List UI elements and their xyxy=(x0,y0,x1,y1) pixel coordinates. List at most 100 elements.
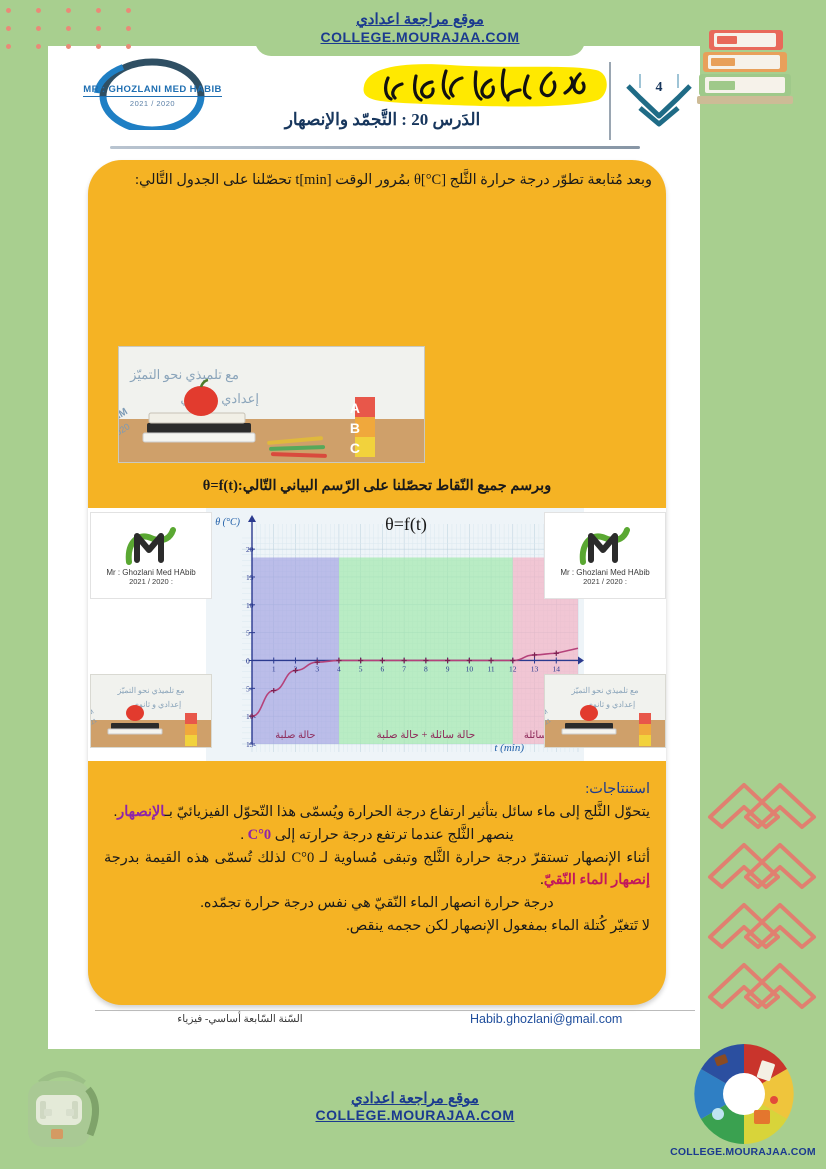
data-point-marker xyxy=(271,687,277,694)
conclusion-2-end: . xyxy=(240,827,244,844)
x-tick-label: 14 xyxy=(553,664,561,673)
data-point-marker xyxy=(510,657,516,664)
watermark-logo-name: Mr : Ghozlani Med HAbib xyxy=(106,567,196,577)
svg-text:B: B xyxy=(350,420,360,436)
data-point-marker xyxy=(488,657,494,664)
footer-divider xyxy=(95,1010,695,1011)
plot-regions xyxy=(252,557,578,744)
svg-text:GHM: GHM xyxy=(91,709,95,722)
conclusion-1-text: يتحوّل الثَّلج إلى ماء سائل بتأثير ارتفا… xyxy=(164,804,650,821)
site-banner-arabic: موقع مراجعة اعدادي xyxy=(356,11,484,29)
footer-email[interactable]: Habib.ghozlani@gmail.com xyxy=(470,1012,623,1026)
data-point-marker xyxy=(379,657,385,664)
data-point-marker xyxy=(314,659,320,665)
watermark-books-photo: GHM 2020 / 2021 مع تلميذي نحو التميّز إع… xyxy=(118,346,425,463)
x-tick-label: 9 xyxy=(446,664,450,673)
x-tick-label: 6 xyxy=(381,664,385,673)
backpack-icon xyxy=(10,1055,115,1160)
data-point-marker xyxy=(336,657,342,664)
logo-ring-icon xyxy=(94,58,205,130)
x-tick-label: 12 xyxy=(509,664,517,673)
graph-panel: Mr : Ghozlani Med HAbib : 2020 / 2021 Mr… xyxy=(88,508,666,761)
chevron-icon xyxy=(708,843,780,889)
watermark-books-right: مع تلميذي نحو التميّز إعدادي و ثانوي GHM… xyxy=(544,674,666,748)
chevron-decor-group xyxy=(702,765,826,1015)
conclusion-4: درجة حرارة انصهار الماء النّقيّ هي نفس د… xyxy=(200,895,554,912)
plot-tick-labels: 123456789101112131420151050-5-10-150 xyxy=(246,545,560,749)
x-tick-label: 3 xyxy=(315,664,319,673)
header-divider xyxy=(110,146,640,149)
site-banner-bottom[interactable]: موقع مراجعة اعدادي COLLEGE.MOURAJAA.COM xyxy=(265,1090,565,1123)
svg-text:A: A xyxy=(350,400,360,416)
data-point-marker xyxy=(249,713,255,719)
graph-caption: وبرسم جميع النّقاط تحصّلنا على الرّسم ال… xyxy=(202,478,552,494)
watermark-books-left: مع تلميذي نحو التميّز إعدادي و ثانوي GHM… xyxy=(90,674,212,748)
watermark-logo-year: : 2020 / 2021 xyxy=(129,576,173,586)
data-point-marker xyxy=(553,650,559,656)
footer-banner-arabic: موقع مراجعة اعدادي xyxy=(351,1090,479,1107)
data-point-marker xyxy=(466,657,472,664)
teacher-logo: MR : GHOZLANI MED HABIB 2020 / 2021 xyxy=(75,56,230,131)
intro-paragraph: وبعد مُتابعة تطوّر درجة حرارة الثَّلج θ[… xyxy=(134,172,652,188)
svg-text:GHM: GHM xyxy=(119,406,130,428)
watermark-logo-left: Mr : Ghozlani Med HAbib : 2020 / 2021 xyxy=(90,512,212,599)
header-vertical-rule xyxy=(609,62,611,140)
dot-pattern-decor xyxy=(0,0,140,60)
svg-text:مع تلميذي نحو التميّز: مع تلميذي نحو التميّز xyxy=(571,686,639,695)
plot-region-label: حالة صلبة xyxy=(275,730,315,741)
conclusion-3-text2: لذلك تُسمّى هذه القيمة بدرجة xyxy=(104,850,287,867)
conclusion-3-value: 0°C xyxy=(291,850,315,867)
chevron-icon xyxy=(744,843,816,889)
x-tick-label: 8 xyxy=(424,664,428,673)
x-tick-label: 13 xyxy=(531,664,539,673)
data-point-marker xyxy=(531,652,538,658)
watermark-logo-year: : 2020 / 2021 xyxy=(583,576,627,586)
chevron-icon xyxy=(708,783,780,829)
x-tick-label: 4 xyxy=(337,664,341,673)
page-number-badge: 4 xyxy=(620,68,698,130)
conclusion-3: أثناء الإنصهار تستقرّ درجة حرارة الثَّلج… xyxy=(104,847,650,891)
decor-band-right xyxy=(700,0,826,1049)
y-tick-label: -5 xyxy=(246,684,253,693)
conclusion-3-keyword: إنصهار الماء النّقيّ xyxy=(543,872,650,889)
stacked-books-icon xyxy=(695,22,805,114)
plot-region-label: حالة سائلة + حالة صلبة xyxy=(377,729,476,741)
svg-text:مع تلميذي نحو التميّز: مع تلميذي نحو التميّز xyxy=(129,367,239,383)
conclusions-block: استنتاجات: يتحوّل الثَّلج إلى ماء سائل ب… xyxy=(104,778,650,938)
conclusion-5: لا تَتغيّر كُتلة الماء بمفعول الإنصهار ل… xyxy=(346,918,650,935)
m-logo-icon xyxy=(579,526,630,565)
plot-region xyxy=(252,557,339,744)
logo-teacher-name: MR : GHOZLANI MED HABIB xyxy=(83,84,222,97)
m-logo-icon xyxy=(125,526,176,565)
conclusions-title: استنتاجات: xyxy=(585,781,650,797)
y-tick-label: 5 xyxy=(246,629,250,638)
logo-year: 2020 / 2021 xyxy=(129,99,176,108)
x-tick-label: 11 xyxy=(487,664,494,673)
data-point-marker xyxy=(445,657,451,664)
svg-text:إعدادي و ثانوي: إعدادي و ثانوي xyxy=(587,700,635,709)
site-banner-top[interactable]: موقع مراجعة اعدادي COLLEGE.MOURAJAA.COM xyxy=(255,0,585,56)
plot-title: θ=f(t) xyxy=(385,514,427,535)
origin-label: 0 xyxy=(246,656,250,665)
watermark-logo-name: Mr : Ghozlani Med HAbib xyxy=(560,567,650,577)
conclusion-1: يتحوّل الثَّلج إلى ماء سائل بتأثير ارتفا… xyxy=(104,801,650,823)
conclusion-2-text: ينصهر الثَّلج عندما ترتفع درجة حرارته إل… xyxy=(274,827,514,844)
site-banner-bottom-tab xyxy=(265,1050,565,1124)
temperature-time-plot: 123456789101112131420151050-5-10-150 حال… xyxy=(206,508,584,761)
plot-y-axis-label: θ (°C) xyxy=(215,517,240,528)
chevron-icon xyxy=(744,783,816,829)
chevron-icon xyxy=(744,963,816,1009)
svg-text:إعدادي و ثانوي: إعدادي و ثانوي xyxy=(133,700,181,709)
school-wheel-icon xyxy=(690,1040,798,1148)
data-point-marker xyxy=(401,657,407,664)
svg-text:GHM: GHM xyxy=(545,709,549,722)
site-banner-url: COLLEGE.MOURAJAA.COM xyxy=(320,28,520,45)
y-tick-label: 0 xyxy=(246,656,250,665)
page-title: الدَرس 20 : التَّجمّد والإنصهار xyxy=(284,110,481,129)
watermark-logo-right: Mr : Ghozlani Med HAbib : 2020 / 2021 xyxy=(544,512,666,599)
chevron-icon xyxy=(744,903,816,949)
chevron-icon xyxy=(708,963,780,1009)
footer-banner-url: COLLEGE.MOURAJAA.COM xyxy=(315,1107,515,1124)
x-tick-label: 7 xyxy=(402,664,406,673)
